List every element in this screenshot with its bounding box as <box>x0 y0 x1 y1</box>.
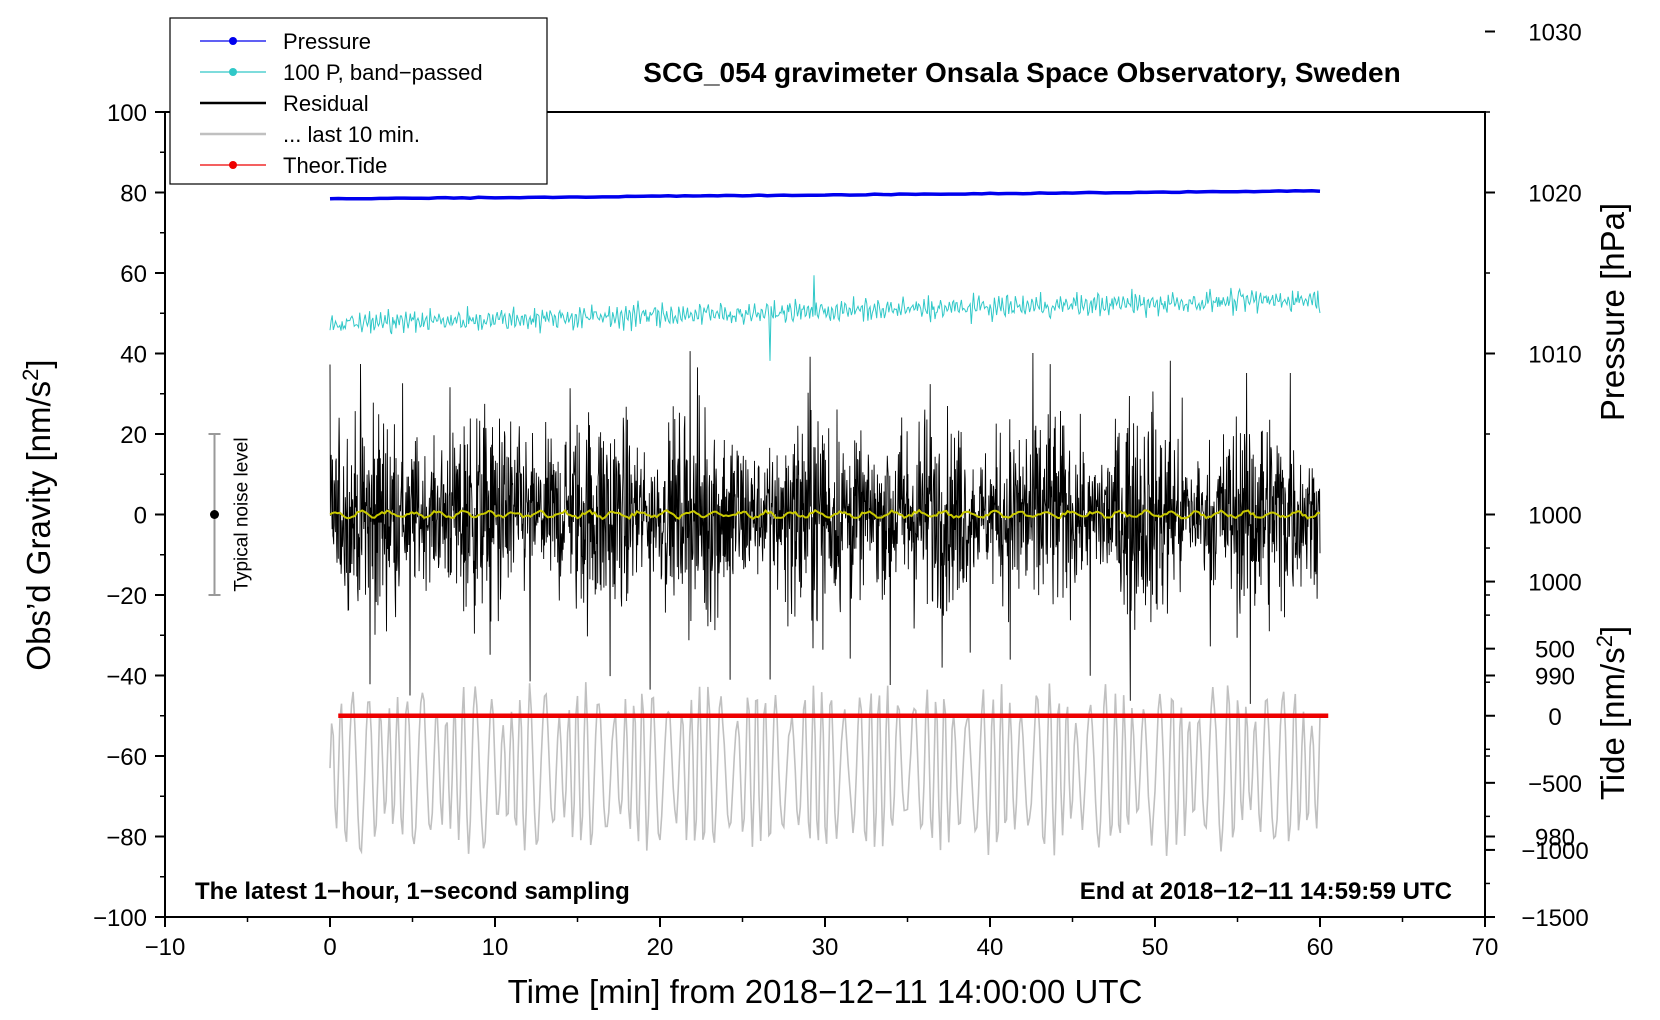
legend-marker <box>229 161 237 169</box>
pressure-tick-label: 990 <box>1535 664 1575 691</box>
y-tick-label: −60 <box>106 744 147 771</box>
y-axis-title-left-main: Obs’d Gravity [nm/s <box>20 381 57 671</box>
y-axis-title-left-sup: 2 <box>18 369 43 381</box>
y-tick-label: 0 <box>134 503 147 530</box>
y-tick-label: 60 <box>120 261 147 288</box>
ticks-layer: −10 0 10 20 30 40 50 60 70100806040200−20−40−60−… <box>93 20 1589 962</box>
series-pressure <box>329 188 1321 201</box>
x-tick-label: 40 <box>977 934 1004 961</box>
y-axis-title-left: Obs’d Gravity [nm/s2] <box>18 359 57 670</box>
legend: Pressure 100 P, band−passed Residual ... la… <box>169 17 548 185</box>
x-tick-label: 10 <box>482 934 509 961</box>
legend-marker <box>229 37 237 45</box>
series-residual <box>329 351 1321 704</box>
legend-label: 100 P, band−passed <box>283 60 483 85</box>
x-tick-label: 0 <box>323 934 336 961</box>
noise-level-indicator: Typical noise level <box>208 433 253 596</box>
series-residual-smoothed <box>329 508 1321 521</box>
annotation-sampling: The latest 1−hour, 1−second sampling <box>195 878 630 905</box>
legend-label: ... last 10 min. <box>283 122 420 147</box>
tide-tick-label: −1000 <box>1521 838 1588 865</box>
pressure-tick-label: 1020 <box>1528 181 1581 208</box>
y-tick-label: 20 <box>120 422 147 449</box>
noise-level-label: Typical noise level <box>232 437 253 591</box>
tide-tick-label: 500 <box>1535 637 1575 664</box>
legend-marker <box>229 68 237 76</box>
y-tick-label: −40 <box>106 664 147 691</box>
legend-label: Theor.Tide <box>283 153 387 178</box>
y-axis-title-tide: Tide [nm/s2] <box>1592 626 1631 800</box>
pressure-tick-label: 1000 <box>1528 503 1581 530</box>
pressure-tick-label: 1010 <box>1528 342 1581 369</box>
pressure-tick-label: 1030 <box>1528 20 1581 47</box>
noise-bar-center <box>210 510 219 519</box>
tide-tick-label: 0 <box>1548 704 1561 731</box>
y-axis-title-tide-main: Tide [nm/s <box>1594 647 1631 800</box>
y-tick-label: −20 <box>106 583 147 610</box>
x-tick-label: 70 <box>1472 934 1499 961</box>
legend-label: Pressure <box>283 29 371 54</box>
tide-tick-label: −1500 <box>1521 905 1588 932</box>
tide-tick-label: 1000 <box>1528 570 1581 597</box>
y-tick-label: 80 <box>120 181 147 208</box>
y-tick-label: −80 <box>106 825 147 852</box>
pressure-tick-label: 980 <box>1535 825 1575 852</box>
y-axis-title-left-close: ] <box>20 359 57 368</box>
y-axis-title-tide-close: ] <box>1594 626 1631 635</box>
x-tick-label: 20 <box>647 934 674 961</box>
x-tick-label: 60 <box>1307 934 1334 961</box>
y-tick-label: 100 <box>107 100 147 127</box>
x-tick-label: 30 <box>812 934 839 961</box>
x-tick-label: 50 <box>1142 934 1169 961</box>
x-axis-title: Time [min] from 2018−12−11 14:00:00 UTC <box>508 973 1143 1010</box>
series-100p-band-passed <box>329 275 1321 361</box>
x-tick-label: −10 <box>145 934 186 961</box>
y-tick-label: −100 <box>93 905 147 932</box>
y-axis-title-pressure: Pressure [hPa] <box>1594 203 1631 421</box>
annotation-end-time: End at 2018−12−11 14:59:59 UTC <box>1080 878 1452 905</box>
series-last-10-min <box>329 682 1321 856</box>
chart-title: SCG_054 gravimeter Onsala Space Observat… <box>643 57 1400 88</box>
legend-box <box>169 17 548 185</box>
y-axis-title-tide-sup: 2 <box>1592 635 1617 647</box>
series-layer <box>329 188 1329 856</box>
legend-label: Residual <box>283 91 369 116</box>
y-tick-label: 40 <box>120 342 147 369</box>
tide-tick-label: −500 <box>1528 771 1582 798</box>
